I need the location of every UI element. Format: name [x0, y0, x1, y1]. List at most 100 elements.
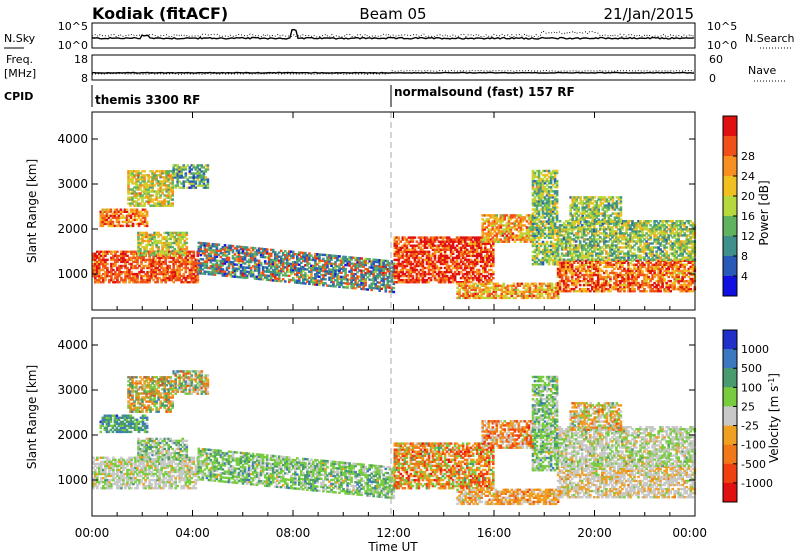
heatmap-cell	[591, 287, 594, 291]
heatmap-cell	[143, 190, 146, 193]
heatmap-cell	[194, 166, 198, 169]
heatmap-cell	[141, 251, 144, 255]
heatmap-cell	[110, 276, 113, 280]
heatmap-cell	[534, 286, 538, 289]
heatmap-cell	[192, 180, 196, 183]
heatmap-cell	[115, 218, 119, 222]
heatmap-cell	[157, 245, 160, 249]
heatmap-cell	[116, 281, 119, 284]
heatmap-cell	[447, 268, 451, 272]
heatmap-cell	[139, 178, 142, 181]
heatmap-cell	[116, 256, 119, 260]
heatmap-cell	[564, 263, 568, 266]
heatmap-cell	[135, 202, 138, 205]
heatmap-cell	[597, 277, 600, 281]
heatmap-cell	[467, 276, 471, 280]
heatmap-cell	[597, 279, 600, 283]
heatmap-cell	[231, 269, 235, 272]
heatmap-cell	[417, 244, 421, 247]
heatmap-cell	[475, 272, 479, 276]
heatmap-cell	[217, 259, 221, 263]
heatmap-cell	[477, 274, 481, 278]
heatmap-cell	[108, 281, 111, 284]
heatmap-cell	[419, 274, 423, 278]
heatmap-cell	[294, 261, 297, 264]
heatmap-cell	[111, 220, 115, 224]
heatmap-cell	[318, 271, 321, 274]
heatmap-cell	[176, 264, 179, 268]
heatmap-cell	[427, 242, 431, 245]
heatmap-cell	[243, 272, 247, 275]
heatmap-cell	[96, 270, 99, 274]
heatmap-cell	[288, 264, 291, 267]
heatmap-cell	[481, 256, 485, 260]
heatmap-cell	[136, 256, 139, 260]
heatmap-cell	[560, 290, 564, 293]
heatmap-cell	[253, 247, 257, 250]
heatmap-cell	[560, 267, 564, 271]
heatmap-cell	[574, 281, 578, 285]
heatmap-cell	[227, 272, 231, 276]
heatmap-cell	[544, 290, 548, 293]
heatmap-cell	[459, 238, 463, 241]
heatmap-cell	[524, 294, 528, 298]
heatmap-cell	[273, 271, 277, 274]
heatmap-cell	[279, 279, 283, 283]
heatmap-cell	[312, 256, 315, 260]
heatmap-cell	[421, 278, 425, 282]
heatmap-cell	[566, 240, 570, 243]
heatmap-cell	[188, 180, 192, 183]
heatmap-cell	[205, 260, 209, 263]
heatmap-cell	[534, 284, 538, 287]
heatmap-cell	[209, 259, 213, 262]
heatmap-cell	[661, 271, 664, 275]
heatmap-cell	[221, 252, 225, 255]
heatmap-cell	[172, 262, 175, 266]
heatmap-cell	[277, 265, 281, 268]
heatmap-cell	[574, 246, 578, 249]
heatmap-cell	[135, 214, 139, 217]
heatmap-cell	[352, 274, 355, 278]
heatmap-cell	[156, 268, 159, 272]
heatmap-cell	[171, 190, 174, 193]
heatmap-cell	[683, 279, 686, 283]
heatmap-cell	[169, 194, 172, 197]
heatmap-cell	[166, 278, 169, 282]
heatmap-cell	[178, 266, 181, 270]
heatmap-cell	[257, 273, 261, 277]
heatmap-cell	[641, 271, 644, 275]
heatmap-cell	[271, 250, 275, 254]
heatmap-cell	[480, 294, 483, 298]
heatmap-cell	[133, 208, 137, 211]
heatmap-cell	[271, 275, 275, 278]
heatmap-cell	[560, 275, 564, 279]
heatmap-cell	[380, 283, 383, 286]
heatmap-cell	[609, 248, 612, 251]
heatmap-cell	[344, 282, 347, 285]
heatmap-cell	[625, 220, 628, 223]
heatmap-cell	[314, 267, 317, 270]
heatmap-cell	[617, 256, 620, 259]
heatmap-cell	[681, 283, 684, 287]
heatmap-cell	[659, 277, 662, 281]
heatmap-cell	[441, 281, 445, 284]
heatmap-cell	[197, 261, 201, 265]
heatmap-cell	[655, 287, 658, 291]
heatmap-cell	[403, 272, 407, 276]
heatmap-cell	[649, 279, 652, 283]
heatmap-cell	[151, 170, 154, 173]
heatmap-cell	[603, 279, 606, 283]
heatmap-cell	[492, 258, 495, 262]
heatmap-cell	[175, 239, 178, 243]
heatmap-cell	[445, 270, 449, 274]
heatmap-cell	[179, 249, 182, 253]
heatmap-cell	[300, 269, 303, 273]
heatmap-cell	[139, 204, 142, 207]
heatmap-cell	[302, 274, 305, 277]
heatmap-cell	[135, 194, 138, 197]
heatmap-cell	[147, 176, 150, 179]
heatmap-cell	[332, 276, 335, 280]
heatmap-cell	[401, 254, 405, 258]
heatmap-cell	[153, 239, 156, 243]
heatmap-cell	[154, 264, 157, 268]
